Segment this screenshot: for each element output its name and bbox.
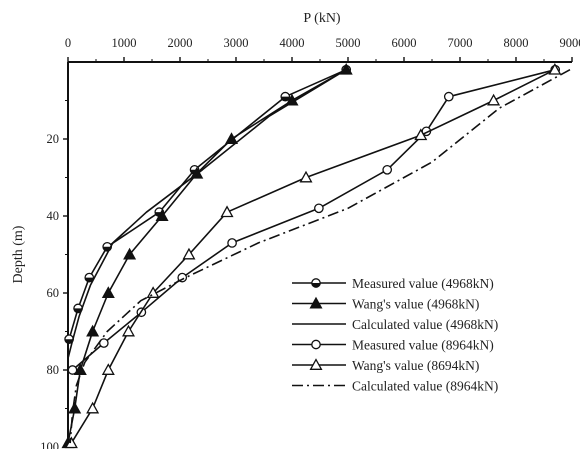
legend-label: Wang's value (8694kN) <box>352 358 479 373</box>
marker-fill <box>85 277 94 282</box>
legend-item: Measured value (4968kN) <box>292 276 494 291</box>
legend-label: Calculated value (4968kN) <box>352 317 498 332</box>
data-point <box>227 238 237 248</box>
legend: Measured value (4968kN) Wang's value (496… <box>292 276 498 394</box>
y-axis-title: Depth (m) <box>11 225 26 283</box>
series-1 <box>64 64 352 345</box>
axis-labels: 0 1000 2000 3000 4000 5000 6000 7000 8000 9000 20 4… <box>11 11 580 449</box>
data-point <box>548 62 562 75</box>
legend-item: Calculated value (8964kN) <box>292 379 498 394</box>
x-tick-label: 5000 <box>336 36 361 50</box>
axes <box>63 57 573 448</box>
y-tick-label: 80 <box>47 363 60 377</box>
y-tick-label: 40 <box>47 209 60 223</box>
legend-marker <box>309 296 323 309</box>
data-point <box>382 164 393 175</box>
series-3 <box>67 69 347 359</box>
x-tick-label: 6000 <box>392 36 417 50</box>
data-point <box>220 205 234 218</box>
data-point <box>73 363 87 375</box>
marker-fill <box>311 283 321 288</box>
legend-label: Measured value (4968kN) <box>352 276 494 291</box>
series-line <box>68 68 347 340</box>
data-point <box>299 170 313 183</box>
legend-marker <box>311 278 321 288</box>
marker-fill <box>64 339 74 344</box>
data-point <box>101 363 115 375</box>
data-point <box>123 247 137 260</box>
legend-label: Calculated value (8964kN) <box>352 379 498 394</box>
data-point <box>280 91 291 102</box>
data-point <box>487 93 501 106</box>
y-tick-label: 100 <box>40 440 59 449</box>
data-point <box>155 209 169 221</box>
series-line <box>69 68 571 444</box>
marker-fill <box>281 96 290 101</box>
legend-marker <box>311 339 321 350</box>
series-line <box>67 69 347 359</box>
x-tick-label: 7000 <box>448 36 473 50</box>
x-tick-label: 3000 <box>224 36 249 50</box>
data-point <box>98 338 109 348</box>
data-point <box>414 128 428 141</box>
data-point <box>67 365 78 375</box>
legend-item: Calculated value (4968kN) <box>292 317 498 332</box>
y-tick-label: 60 <box>47 286 60 300</box>
data-point <box>86 324 100 337</box>
legend-item: Measured value (8964kN) <box>292 338 494 353</box>
data-point <box>182 247 196 260</box>
y-tick-label: 20 <box>47 132 60 146</box>
data-point <box>314 203 324 214</box>
legend-marker <box>309 358 323 370</box>
legend-item: Wang's value (4968kN) <box>292 297 479 312</box>
data-point <box>86 401 100 414</box>
series-line <box>67 69 347 444</box>
data-point <box>84 272 95 283</box>
data-point <box>225 132 239 144</box>
legend-label: Measured value (8964kN) <box>352 338 494 353</box>
x-axis-title: P (kN) <box>303 11 341 26</box>
data-point <box>101 286 115 298</box>
x-tick-label: 1000 <box>112 36 137 50</box>
data-point <box>443 91 454 102</box>
series-6 <box>69 68 571 444</box>
x-tick-label: 4000 <box>280 36 305 50</box>
data-point <box>64 436 78 449</box>
x-tick-label: 9000 <box>560 36 580 50</box>
x-tick-label: 2000 <box>168 36 193 50</box>
legend-label: Wang's value (4968kN) <box>352 297 479 312</box>
legend-item: Wang's value (8694kN) <box>292 358 479 373</box>
x-tick-label: 8000 <box>504 36 529 50</box>
data-point <box>121 324 135 337</box>
data-series <box>61 62 571 449</box>
series-line <box>71 68 556 371</box>
data-point <box>68 401 82 414</box>
x-tick-label: 0 <box>65 36 71 50</box>
